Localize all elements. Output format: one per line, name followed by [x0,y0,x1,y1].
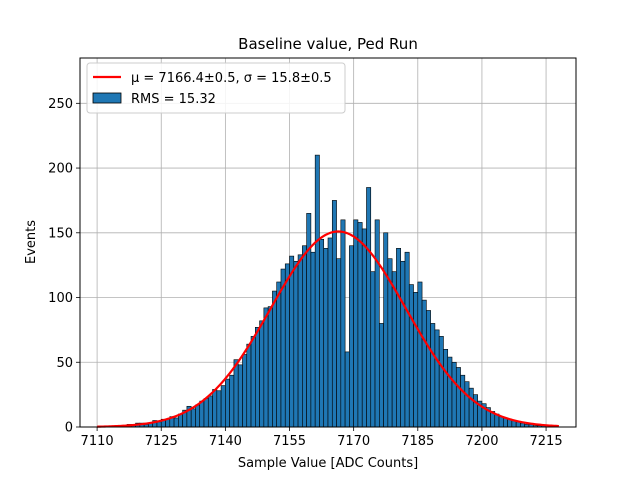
histogram-bar [246,343,252,428]
histogram-bar [229,374,235,428]
histogram-bar [426,310,431,428]
histogram-bar [280,268,286,428]
histogram-bar [250,336,256,428]
histogram-bar [460,374,466,428]
histogram-bar [190,408,196,428]
legend-hist-swatch [92,92,122,104]
histogram-bar [323,248,329,428]
histogram-bar [353,219,359,428]
histogram-bar [361,228,367,428]
histogram-bar [267,306,273,428]
histogram-bar [173,417,179,428]
histogram-bar [438,336,444,428]
histogram-bar [413,292,419,428]
histogram-bar [421,299,427,428]
histogram-bar [430,323,436,428]
histogram-bar [434,329,440,428]
plot-frame [79,57,577,428]
histogram-bar [233,359,239,428]
gaussian-fit [97,230,559,428]
histogram-bar [195,404,201,428]
legend-box [86,62,346,114]
y-tick-label: 50 [56,356,73,371]
x-tick-label: 7185 [401,434,434,449]
histogram-bar [468,387,474,428]
histogram-bar [327,237,333,428]
histogram-bar [225,378,230,428]
chart-title: Baseline value, Ped Run [238,35,418,53]
histogram-bar [408,284,414,428]
histogram-bar [212,389,218,428]
histogram-bar [340,219,346,428]
histogram-bar [336,258,342,428]
histogram-bar [259,320,265,428]
y-tick-label: 0 [65,421,73,436]
histogram-bar [319,238,325,428]
x-tick-label: 7200 [465,434,498,449]
histogram-bar [199,400,205,428]
histogram-bar [314,154,320,428]
histogram-bar [293,260,299,428]
y-tick-label: 150 [48,226,73,241]
histogram-bar [302,245,307,428]
histogram-bar [220,385,226,428]
histogram-bar [344,351,350,428]
histogram-bar [242,354,248,428]
x-axis-label: Sample Value [ADC Counts] [238,456,418,471]
histogram-bar [370,271,376,428]
x-tick-label: 7155 [273,434,306,449]
histogram-bar [272,290,277,428]
x-tick-label: 7110 [81,434,114,449]
y-axis-ticks: 0 50 100 150 200 250 [48,97,80,436]
y-tick-label: 100 [48,291,73,306]
y-axis-label: Events [24,220,39,264]
histogram-bar [237,364,243,428]
histogram-bar [464,381,470,428]
histogram-bar [207,395,213,428]
histogram-bar [383,232,389,428]
histogram-bar [331,200,337,428]
x-tick-label: 7170 [337,434,370,449]
histogram-bar [255,327,260,428]
histogram-bar [455,367,461,428]
histogram-bar [443,349,449,428]
legend: μ = 7166.4±0.5, σ = 15.8±0.5 RMS = 15.32 [86,62,346,114]
histogram-bar [297,254,303,428]
legend-hist-label: RMS = 15.32 [131,92,216,107]
histogram-bar [357,222,363,428]
histogram-bars [113,154,547,428]
histogram-bar [396,248,401,428]
x-tick-label: 7125 [145,434,178,449]
fit-curve [97,230,559,428]
histogram-bar [447,356,453,428]
histogram-bar [289,255,295,428]
histogram-bar [498,416,504,428]
x-axis-ticks: 7110 7125 7140 7155 7170 7185 7200 7215 [81,427,563,449]
histogram-bar [284,263,290,428]
histogram-bar [310,251,316,428]
x-tick-label: 7215 [530,434,563,449]
histogram-bar [306,213,312,428]
histogram-bar [349,245,354,428]
histogram-bar [400,260,406,428]
histogram-bar [379,323,384,428]
y-tick-label: 200 [48,162,73,177]
histogram-bar [451,361,457,428]
legend-fit-label: μ = 7166.4±0.5, σ = 15.8±0.5 [131,71,332,86]
histogram-bar [404,251,410,428]
x-tick-label: 7140 [209,434,242,449]
histogram-bar [473,394,478,428]
histogram-bar [520,422,525,428]
histogram-bar [417,281,423,428]
histogram-bar [263,307,269,428]
histogram-bar [276,281,282,428]
histogram-bar [216,390,222,428]
histogram-bar [366,187,372,428]
histogram-bar [374,219,380,428]
y-tick-label: 250 [48,97,73,112]
histogram-bar [203,398,209,428]
histogram-bar [391,271,397,428]
